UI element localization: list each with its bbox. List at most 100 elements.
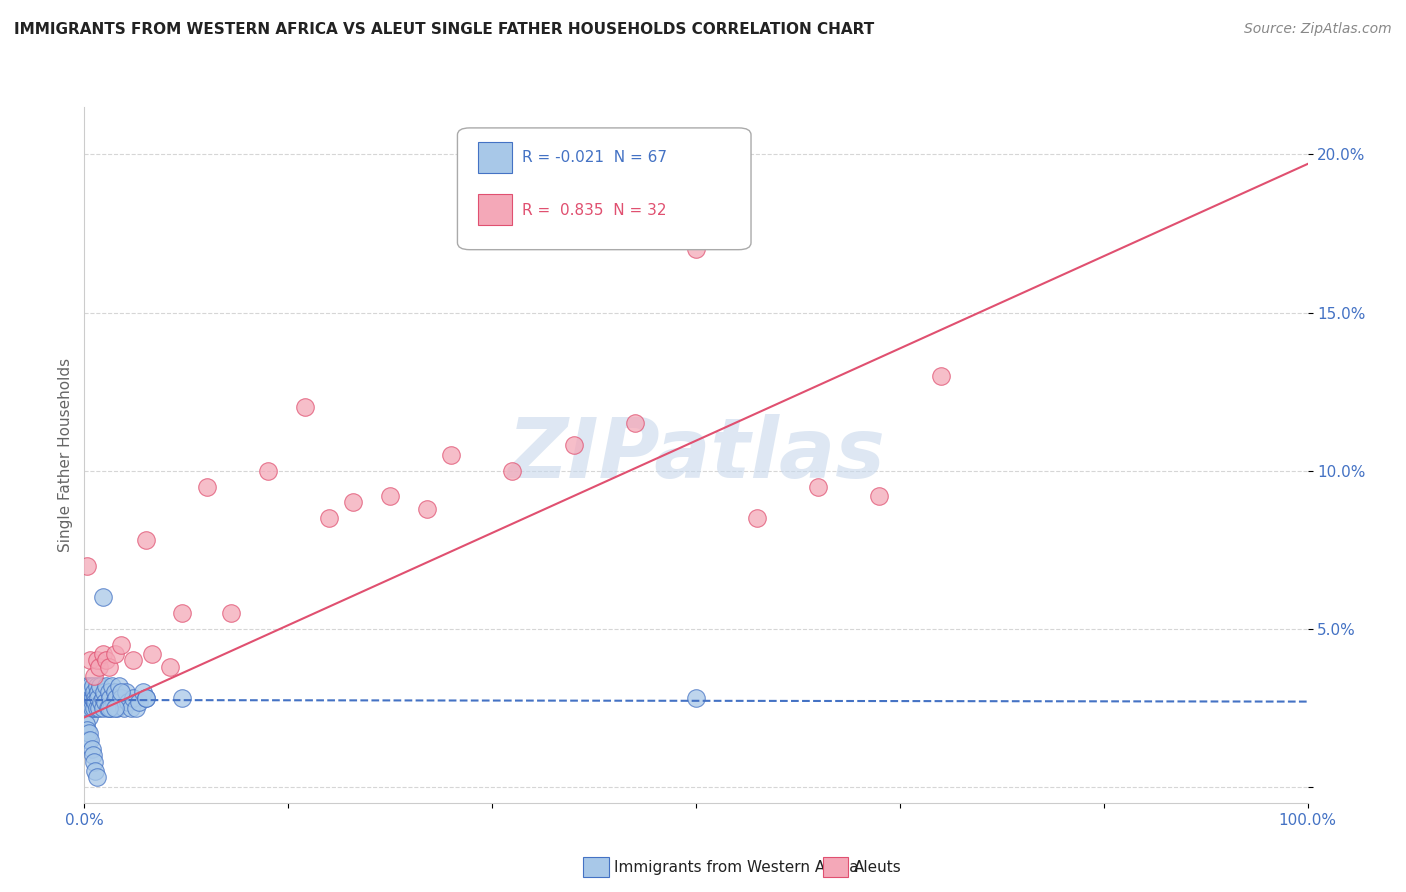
Point [75, 716, 97, 731]
Point [82, 679, 104, 693]
Text: R =  0.835  N = 32: R = 0.835 N = 32 [522, 202, 666, 218]
Point [83, 685, 105, 699]
Point [141, 647, 163, 661]
Point [77, 710, 100, 724]
Point [86, 653, 108, 667]
Point [929, 368, 952, 383]
Point [82, 691, 104, 706]
Point [104, 701, 127, 715]
Point [83, 701, 105, 715]
Point [624, 417, 647, 431]
Point [79, 653, 101, 667]
Point [76, 723, 98, 737]
Point [79, 679, 101, 693]
Point [94, 695, 117, 709]
Point [105, 691, 128, 706]
Point [91, 591, 114, 605]
Point [87, 660, 110, 674]
Point [117, 695, 139, 709]
Point [122, 691, 145, 706]
Point [76, 679, 98, 693]
Point [807, 479, 830, 493]
Point [342, 495, 364, 509]
Text: Immigrants from Western Africa: Immigrants from Western Africa [614, 860, 859, 874]
Point [77, 695, 100, 709]
Point [75, 685, 97, 699]
Point [77, 701, 100, 715]
Text: IMMIGRANTS FROM WESTERN AFRICA VS ALEUT SINGLE FATHER HOUSEHOLDS CORRELATION CHA: IMMIGRANTS FROM WESTERN AFRICA VS ALEUT … [14, 22, 875, 37]
Point [104, 685, 127, 699]
Point [105, 701, 128, 715]
Point [80, 691, 103, 706]
Point [128, 695, 150, 709]
Point [120, 701, 142, 715]
Point [77, 732, 100, 747]
Point [294, 401, 316, 415]
Point [75, 701, 97, 715]
Point [96, 679, 118, 693]
Point [502, 464, 524, 478]
Text: ZIPatlas: ZIPatlas [508, 415, 884, 495]
FancyBboxPatch shape [478, 142, 513, 173]
Point [87, 701, 110, 715]
Point [172, 691, 194, 706]
Point [110, 685, 132, 699]
Point [86, 679, 108, 693]
Point [93, 685, 115, 699]
Point [79, 732, 101, 747]
Point [416, 501, 439, 516]
Point [80, 701, 103, 715]
Point [91, 647, 114, 661]
Y-axis label: Single Father Households: Single Father Households [58, 358, 73, 552]
Point [77, 726, 100, 740]
Point [84, 764, 107, 779]
Point [87, 685, 110, 699]
FancyBboxPatch shape [457, 128, 751, 250]
Point [135, 691, 157, 706]
Point [97, 701, 120, 715]
Point [98, 691, 121, 706]
Point [80, 742, 103, 756]
Point [101, 679, 124, 693]
Point [159, 660, 181, 674]
Point [91, 691, 114, 706]
Point [110, 691, 132, 706]
Point [76, 691, 98, 706]
Point [125, 701, 148, 715]
Point [86, 771, 108, 785]
Point [747, 511, 769, 525]
Point [83, 669, 105, 683]
Point [107, 679, 129, 693]
Text: R = -0.021  N = 67: R = -0.021 N = 67 [522, 151, 668, 165]
Point [100, 701, 122, 715]
Point [440, 448, 463, 462]
Point [79, 685, 101, 699]
Point [77, 685, 100, 699]
Point [122, 653, 145, 667]
Point [257, 464, 280, 478]
Point [82, 748, 104, 763]
Point [685, 691, 707, 706]
Text: Aleuts: Aleuts [853, 860, 901, 874]
Text: Source: ZipAtlas.com: Source: ZipAtlas.com [1244, 22, 1392, 37]
Point [76, 558, 98, 573]
Point [83, 755, 105, 769]
FancyBboxPatch shape [478, 194, 513, 226]
Point [172, 606, 194, 620]
Point [112, 701, 135, 715]
Point [91, 701, 114, 715]
Point [110, 638, 132, 652]
Point [84, 695, 107, 709]
Point [195, 479, 218, 493]
Point [97, 660, 120, 674]
Point [115, 685, 138, 699]
Point [87, 691, 110, 706]
Point [869, 489, 891, 503]
Point [135, 533, 157, 548]
Point [685, 243, 707, 257]
Point [89, 679, 111, 693]
Point [90, 695, 112, 709]
Point [84, 691, 107, 706]
Point [135, 691, 157, 706]
Point [97, 701, 120, 715]
